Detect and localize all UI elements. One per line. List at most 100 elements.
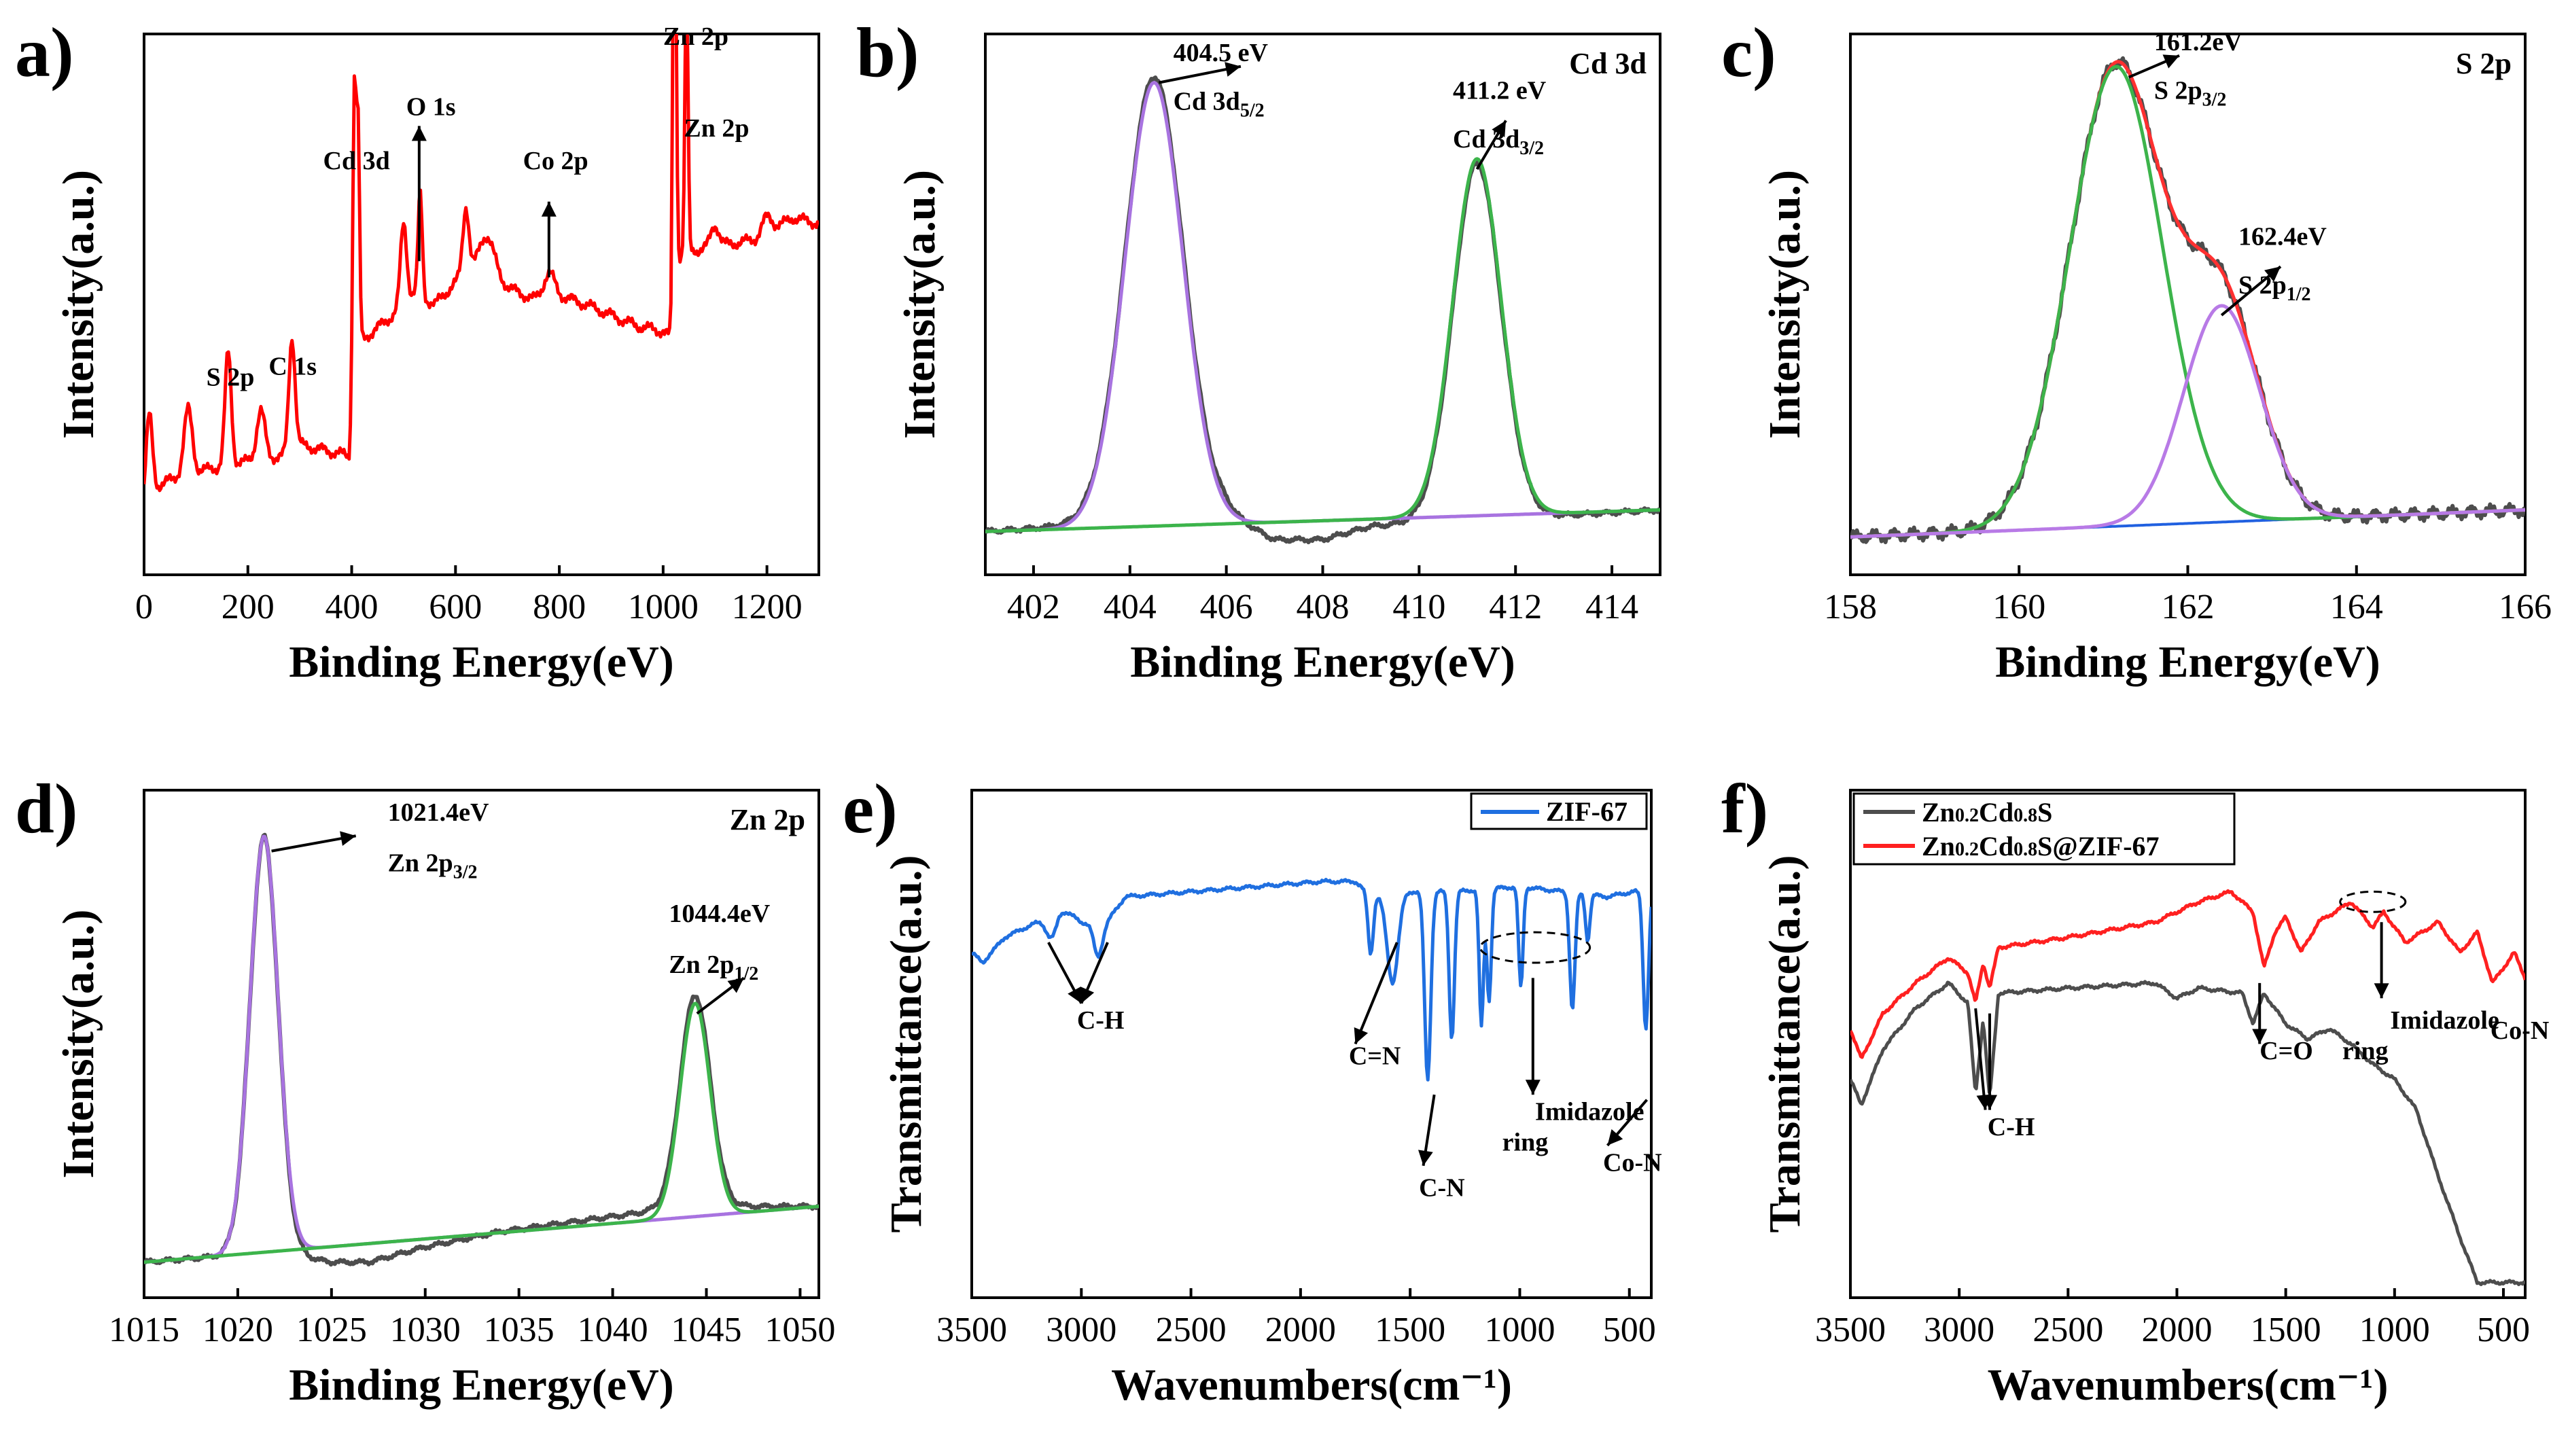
arrow-head [727,978,744,993]
x-tick-label: 162 [2162,588,2215,626]
arrow-head [1607,1129,1623,1146]
peak-annotation: Imidazole [2390,1006,2499,1035]
plot-frame [1849,789,2527,1299]
panel-letter: c) [1721,14,1776,92]
y-axis-title: Intensity(a.u.) [54,909,103,1178]
panel-letter: d) [15,770,77,848]
x-tick-label: 160 [1992,588,2045,626]
x-tick-label: 408 [1297,588,1350,626]
x-tick-label: 3500 [936,1311,1007,1349]
peak-annotation: Zn 2p [663,22,728,51]
y-axis-title: Intensity(a.u.) [54,170,103,439]
peak-annotation: Zn 2p3/2 [388,849,478,883]
plot-area [144,34,819,493]
plot-frame [1849,33,2527,576]
x-tick-label: 1045 [671,1311,742,1349]
peak-annotation: 1021.4eV [388,798,489,827]
panel-letter: f) [1721,770,1768,848]
annotation-arrow [1354,942,1398,1045]
x-tick-label: 500 [1603,1311,1656,1349]
x-tick-label: 404 [1104,588,1157,626]
x-tick-label: 2500 [1156,1311,1227,1349]
peak-annotation: C-H [1077,1006,1125,1035]
peak-annotation: Co-N [2491,1016,2550,1045]
arrow-head [411,126,427,141]
plot-area [985,75,1660,545]
x-tick-label: 1020 [203,1311,273,1349]
peak-annotation: 161.2eV [2154,28,2242,56]
envelope-line [1850,60,2525,539]
arrow-head [2264,266,2281,282]
dashed-ellipse [1479,931,1591,964]
x-tick-label: 406 [1200,588,1253,626]
x-tick-label: 1025 [296,1311,367,1349]
panel-a: a) 0 200 400 600 800 1000 1200 Binding Energy(eV… [15,14,820,687]
arrow-head [1068,987,1082,1004]
fit-peak-1-line [985,81,1660,533]
panel-f: f) 3500 3000 2500 2000 1500 1000 500 Wavenumbers… [1721,770,2549,1410]
x-tick-label: 1200 [732,588,803,626]
arrow-head [2374,983,2389,999]
x-tick-label: 2500 [2033,1311,2103,1349]
peak-annotation: C-H [1988,1113,2035,1141]
peak-annotation: ring [2342,1037,2389,1065]
y-axis-title: Transmittance(a.u.) [1760,855,1810,1232]
panel-e: e) 3500 3000 2500 2000 1500 1000 500 Wavenumbers… [843,770,1662,1410]
x-tick-label: 600 [429,588,482,626]
x-tick-label: 2000 [2141,1311,2212,1349]
peak-annotation: Cd 3d3/2 [1453,125,1544,159]
x-tick-label: 414 [1585,588,1638,626]
arrow-head [1225,62,1241,77]
x-tick-label: 800 [533,588,586,626]
x-tick-label: 410 [1392,588,1445,626]
y-axis-title: Intensity(a.u.) [1760,170,1810,439]
x-axis-title: Binding Energy(eV) [1130,637,1515,687]
x-tick-label: 1050 [764,1311,835,1349]
x-tick-label: 3500 [1815,1311,1886,1349]
x-tick-label: 1015 [109,1311,179,1349]
x-tick-label: 500 [2477,1311,2530,1349]
arrow-head [1418,1150,1433,1166]
x-tick-label: 1035 [484,1311,555,1349]
x-tick-label: 166 [2499,588,2551,626]
x-tick-label: 1000 [1484,1311,1555,1349]
x-tick-label: 0 [135,588,153,626]
annotation-arrow [1974,1008,1987,1110]
dashed-ellipse [2339,890,2407,913]
plot-frame [143,789,820,1299]
x-tick-label: 412 [1489,588,1542,626]
plot-frame [143,33,820,576]
panel-d: d) 1015 1020 1025 1030 1035 1040 1045 1050 Bindin… [15,770,835,1410]
legend-label: Zn0.2Cd0.8S [1922,797,2052,828]
peak-annotation: C=N [1349,1042,1401,1070]
peak-annotation: Zn 2p1/2 [669,951,758,984]
x-tick-label: 1000 [628,588,699,626]
fit-peak-2-line [985,157,1660,533]
x-axis-title: Binding Energy(eV) [1995,637,2380,687]
plot-area [1850,56,2525,544]
ftir-series-0-line [1850,980,2525,1286]
x-tick-label: 158 [1824,588,1877,626]
corner-label: Zn 2p [730,803,805,836]
survey-spectrum-line [144,34,819,493]
peak-annotation: C-N [1419,1174,1465,1203]
legend-label: ZIF-67 [1546,796,1628,827]
panel-b: b) 402 404 406 408 410 412 414 Binding Energy(eV… [856,14,1661,687]
peak-annotation: 404.5 eV [1174,39,1269,67]
fit-peak-2-line [144,1001,819,1264]
legend-box [1852,792,2236,866]
peak-annotation: Zn 2p [684,114,749,143]
peak-annotation: 411.2 eV [1453,77,1547,105]
x-tick-label: 1040 [578,1311,648,1349]
x-tick-label: 164 [2330,588,2383,626]
plot-area [1850,889,2525,1286]
peak-annotation: Cd 3d5/2 [1174,87,1265,121]
plot-frame [970,789,1653,1299]
x-tick-label: 1500 [1375,1311,1445,1349]
x-axis-title: Binding Energy(eV) [289,1360,674,1410]
x-axis-title: Binding Energy(eV) [289,637,674,687]
arrow-head [1354,1027,1369,1044]
y-axis-title: Transmittance(a.u.) [881,855,931,1232]
peak-annotation: S 2p [207,363,255,391]
